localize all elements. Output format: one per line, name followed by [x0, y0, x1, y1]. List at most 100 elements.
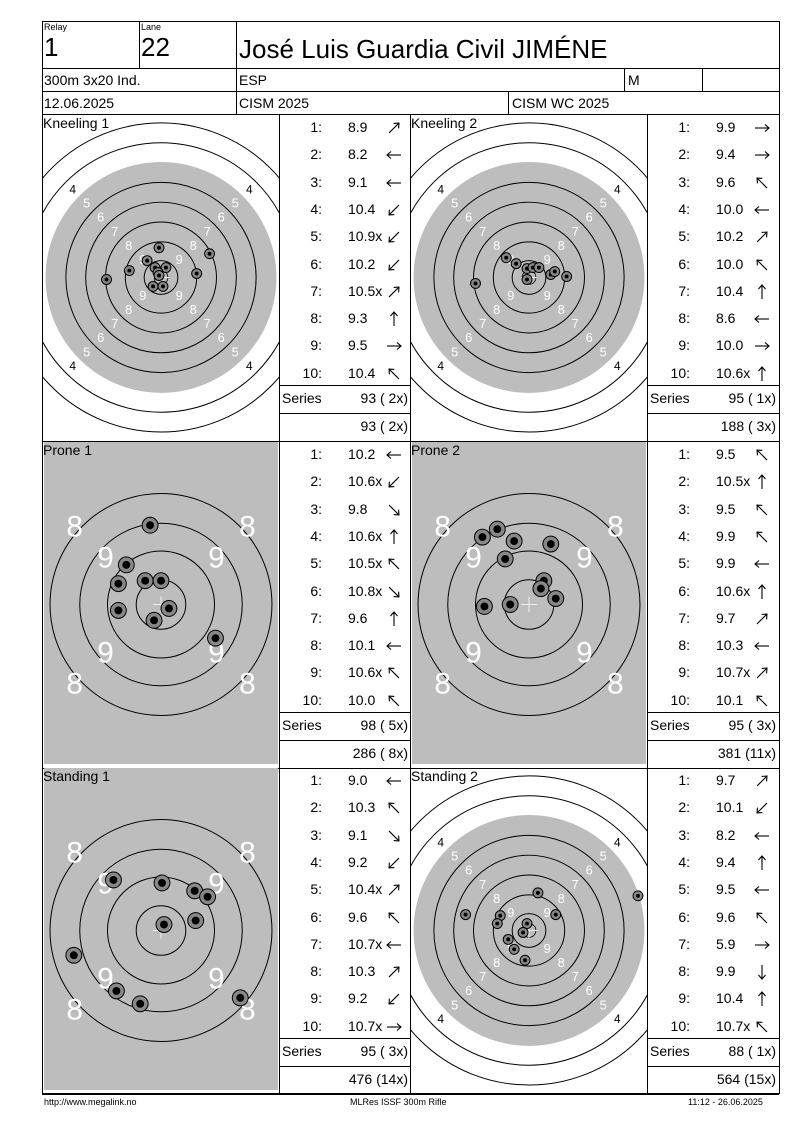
ring-number: 5	[451, 196, 458, 211]
shot-row: 7: 5.9	[648, 936, 778, 956]
shot-row: 1: 9.7	[648, 772, 778, 792]
shot-impact	[510, 258, 522, 270]
shot-score: 10.4	[716, 282, 744, 299]
shot-score: 10.7x	[348, 935, 383, 952]
championship: CISM WC 2025	[512, 95, 610, 111]
ring-number: 9	[544, 252, 551, 267]
shot-number: 2:	[310, 473, 322, 490]
shot-impact	[101, 274, 112, 285]
shot-impact	[153, 242, 165, 254]
shot-number: 7:	[310, 282, 322, 299]
direction-arrow-icon	[388, 558, 400, 570]
shot-row: 6: 10.2	[280, 256, 410, 276]
shot-impact	[475, 598, 493, 615]
shot-row: 8: 9.9	[648, 963, 778, 983]
target-image: 8 88 89 99 9	[44, 768, 278, 1090]
direction-arrow-icon	[388, 911, 400, 923]
direction-arrow-icon	[388, 966, 400, 978]
shot-impact	[500, 252, 512, 264]
ring-number: 6	[97, 210, 104, 225]
ring-number: 8	[607, 510, 624, 543]
shot-impact	[131, 995, 149, 1013]
ring-number: 6	[586, 210, 593, 225]
athlete-name: José Luis Guardia Civil JIMÉNE	[239, 34, 608, 64]
shot-score: 10.3	[716, 637, 744, 654]
shot-number: 3:	[678, 173, 690, 190]
shot-row: 8: 10.1	[280, 637, 410, 657]
ring-number: 8	[493, 238, 500, 253]
shot-impact	[204, 248, 215, 260]
ring-number: 7	[111, 224, 118, 239]
shot-impact	[542, 535, 560, 553]
ring-number: 9	[208, 541, 225, 574]
shot-row: 6: 10.8x	[280, 583, 410, 603]
shot-row: 7: 10.5x	[280, 283, 410, 303]
shot-row: 8: 9.3	[280, 310, 410, 330]
shot-score: 9.4	[716, 146, 736, 163]
series-score: 95 ( 3x)	[360, 1043, 408, 1059]
direction-arrow-icon	[754, 205, 769, 214]
footer-url[interactable]: http://www.megalink.no	[44, 1097, 137, 1107]
shot-score: 10.4	[348, 200, 376, 217]
direction-arrow-icon	[388, 830, 400, 842]
series-label: Series	[282, 1043, 322, 1059]
direction-arrow-icon	[388, 667, 400, 679]
shot-row: 9: 10.4	[648, 990, 778, 1010]
shot-row: 10: 10.6x	[648, 365, 778, 385]
direction-arrow-icon	[390, 529, 398, 544]
shot-impact	[157, 280, 169, 292]
shot-number: 7:	[310, 609, 322, 626]
ring-number: 8	[558, 891, 565, 906]
shot-row: 4: 10.0	[648, 201, 778, 221]
ring-number: 8	[66, 836, 83, 869]
panel-title: Prone 2	[411, 442, 461, 458]
nation-code: ESP	[239, 72, 268, 88]
ring-number: 9	[208, 962, 225, 995]
shot-row: 1: 9.0	[280, 772, 410, 792]
shot-row: 8: 10.3	[280, 963, 410, 983]
shot-row: 2: 10.3	[280, 799, 410, 819]
direction-arrow-icon	[388, 884, 400, 896]
ring-number: 9	[507, 288, 514, 303]
ring-number: 4	[614, 359, 621, 373]
shot-row: 3: 9.5	[648, 501, 778, 521]
shot-impact	[160, 262, 172, 274]
shot-score: 8.2	[348, 146, 368, 163]
ring-number: 7	[572, 224, 579, 239]
ring-number: 5	[600, 196, 607, 211]
target-panel: 444455556666777788889999Standing 2	[411, 768, 647, 1093]
shot-score: 10.1	[716, 691, 744, 708]
ring-number: 5	[451, 849, 458, 864]
direction-arrow-icon	[390, 311, 398, 327]
shot-score: 9.9	[716, 119, 736, 135]
footer-timestamp: 11:12 - 26.06.2025	[688, 1097, 763, 1107]
ring-number: 4	[614, 835, 621, 849]
shot-number: 7:	[678, 282, 690, 299]
direction-arrow-icon	[756, 1021, 768, 1033]
ring-number: 8	[239, 836, 256, 869]
shot-number: 3:	[310, 173, 322, 190]
shot-impact	[502, 933, 514, 945]
ring-number: 7	[572, 969, 579, 984]
ring-number: 5	[232, 344, 239, 359]
series-score: 95 ( 1x)	[728, 390, 776, 406]
shot-number: 1:	[310, 119, 322, 135]
running-total: 188 ( 3x)	[720, 418, 776, 434]
shot-score: 10.5x	[348, 282, 383, 299]
ring-number: 8	[558, 955, 565, 970]
ring-number: 5	[600, 344, 607, 359]
shot-number: 3:	[678, 826, 690, 843]
shot-impact	[207, 629, 224, 647]
ring-number: 8	[125, 238, 132, 253]
shot-impact	[105, 871, 122, 889]
shot-number: 2:	[310, 146, 322, 163]
shot-number: 5:	[678, 555, 690, 572]
direction-arrow-icon	[390, 610, 398, 626]
shot-number: 9:	[678, 664, 690, 681]
direction-arrow-icon	[756, 231, 768, 243]
ring-number: 8	[558, 302, 565, 317]
shot-number: 7:	[678, 609, 690, 626]
shot-score: 10.8x	[348, 582, 383, 599]
ring-number: 6	[465, 210, 472, 225]
date: 12.06.2025	[44, 95, 115, 111]
